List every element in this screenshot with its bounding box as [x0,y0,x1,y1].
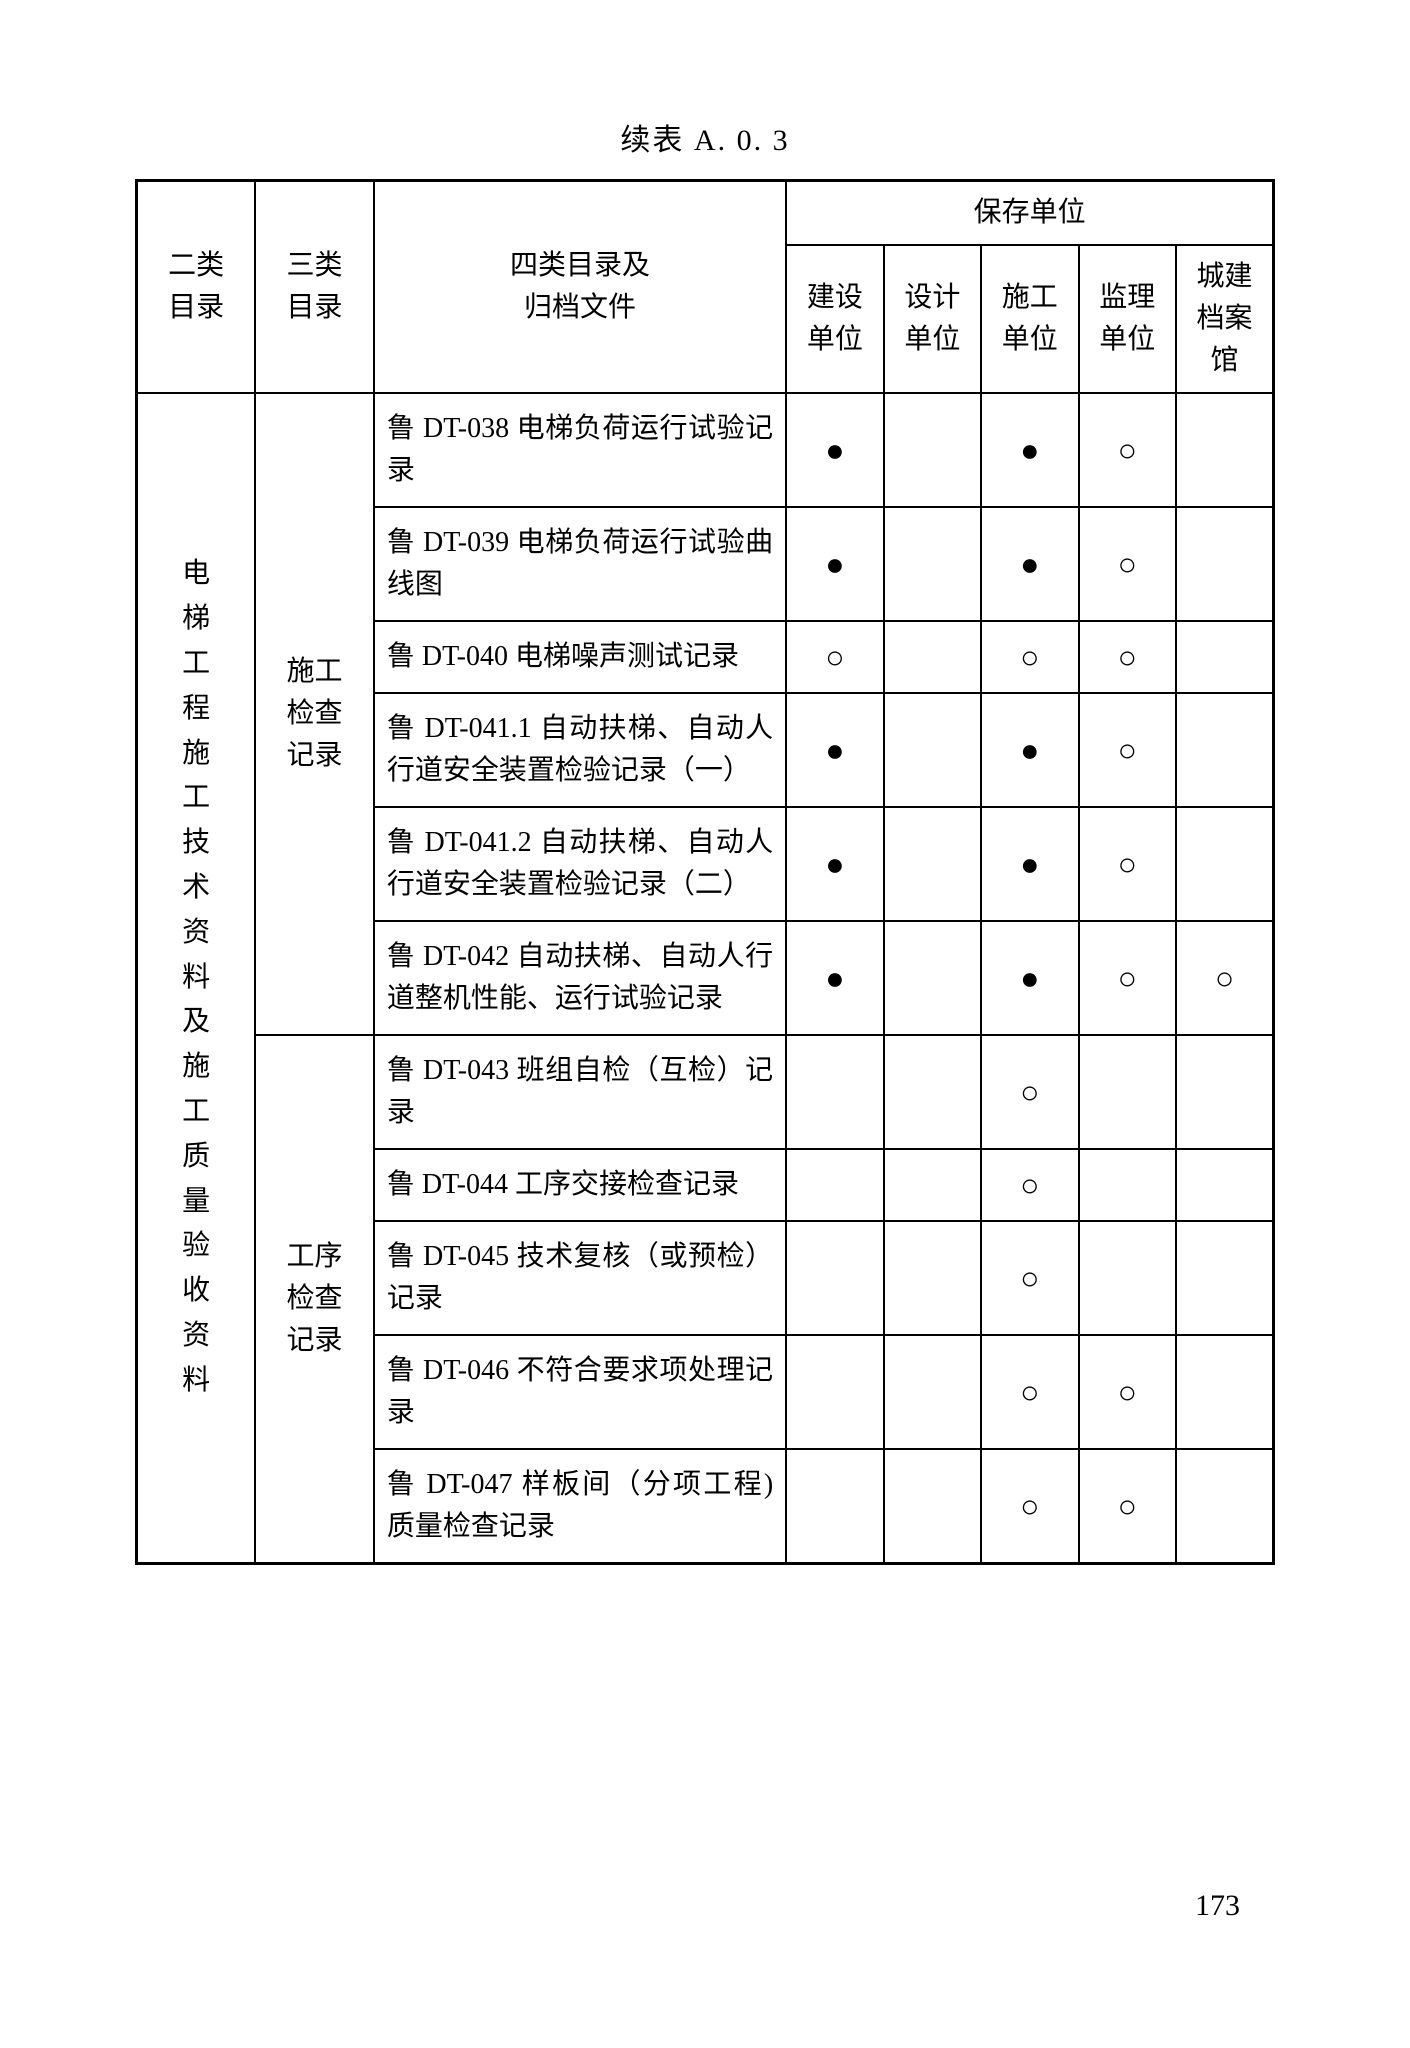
mark-cell: ○ [981,1221,1078,1335]
header-item: 四类目录及归档文件 [374,181,786,394]
item-cell: 鲁 DT-042 自动扶梯、自动人行道整机性能、运行试验记录 [374,921,786,1035]
item-cell: 鲁 DT-043 班组自检（互检）记录 [374,1035,786,1149]
cat3-label: 工序检查记录 [255,1035,374,1564]
mark-cell: ● [786,693,883,807]
item-cell: 鲁 DT-044 工序交接检查记录 [374,1149,786,1221]
mark-cell [786,1449,883,1564]
mark-cell [884,807,981,921]
table-row: 工序检查记录鲁 DT-043 班组自检（互检）记录○ [137,1035,1274,1149]
mark-cell [1079,1149,1176,1221]
mark-cell: ● [981,693,1078,807]
mark-cell: ● [981,921,1078,1035]
mark-cell: ○ [1079,393,1176,507]
mark-cell [1176,393,1274,507]
mark-cell [1079,1035,1176,1149]
item-cell: 鲁 DT-045 技术复核（或预检）记录 [374,1221,786,1335]
item-cell: 鲁 DT-041.2 自动扶梯、自动人行道安全装置检验记录（二） [374,807,786,921]
table-row: 电梯工程施工技术资料及施工质量验收资料施工检查记录鲁 DT-038 电梯负荷运行… [137,393,1274,507]
mark-cell [884,507,981,621]
mark-cell [884,921,981,1035]
mark-cell: ● [981,507,1078,621]
mark-cell [884,1035,981,1149]
item-cell: 鲁 DT-038 电梯负荷运行试验记录 [374,393,786,507]
mark-cell [1176,1221,1274,1335]
mark-cell [786,1035,883,1149]
header-unit-0: 建设单位 [786,245,883,393]
mark-cell [1176,693,1274,807]
mark-cell: ○ [981,1035,1078,1149]
table-title: 续表 A. 0. 3 [0,115,1410,159]
mark-cell: ● [981,393,1078,507]
mark-cell: ○ [786,621,883,693]
mark-cell [884,1335,981,1449]
mark-cell: ○ [1079,807,1176,921]
mark-cell: ○ [1079,1335,1176,1449]
mark-cell: ● [981,807,1078,921]
mark-cell: ○ [981,1335,1078,1449]
item-cell: 鲁 DT-040 电梯噪声测试记录 [374,621,786,693]
header-unit-2: 施工单位 [981,245,1078,393]
cat2-label: 电梯工程施工技术资料及施工质量验收资料 [137,393,256,1564]
mark-cell [884,1221,981,1335]
item-cell: 鲁 DT-046 不符合要求项处理记录 [374,1335,786,1449]
archive-table: 二类目录三类目录四类目录及归档文件保存单位建设单位设计单位施工单位监理单位城建档… [135,179,1275,1565]
mark-cell [1079,1221,1176,1335]
mark-cell [884,1449,981,1564]
mark-cell: ○ [981,1449,1078,1564]
mark-cell: ● [786,507,883,621]
mark-cell: ○ [1079,507,1176,621]
mark-cell [1176,1449,1274,1564]
item-cell: 鲁 DT-047 样板间（分项工程)质量检查记录 [374,1449,786,1564]
mark-cell [786,1149,883,1221]
mark-cell [884,693,981,807]
mark-cell: ○ [1176,921,1274,1035]
page-number: 173 [1195,1889,1240,1923]
table-container: 二类目录三类目录四类目录及归档文件保存单位建设单位设计单位施工单位监理单位城建档… [135,179,1275,1565]
mark-cell [1176,1335,1274,1449]
header-unit-4: 城建档案馆 [1176,245,1274,393]
mark-cell [1176,807,1274,921]
mark-cell: ○ [981,621,1078,693]
item-cell: 鲁 DT-041.1 自动扶梯、自动人行道安全装置检验记录（一） [374,693,786,807]
mark-cell: ● [786,807,883,921]
document-page: 续表 A. 0. 3 二类目录三类目录四类目录及归档文件保存单位建设单位设计单位… [0,0,1410,2048]
mark-cell: ● [786,393,883,507]
mark-cell [884,1149,981,1221]
mark-cell [1176,507,1274,621]
header-unit-1: 设计单位 [884,245,981,393]
header-cat2: 二类目录 [137,181,256,394]
mark-cell [786,1221,883,1335]
mark-cell [884,621,981,693]
mark-cell: ○ [1079,693,1176,807]
mark-cell [1176,1035,1274,1149]
mark-cell: ● [786,921,883,1035]
header-unit-3: 监理单位 [1079,245,1176,393]
header-storage-group: 保存单位 [786,181,1273,246]
mark-cell [1176,1149,1274,1221]
mark-cell [884,393,981,507]
mark-cell: ○ [1079,921,1176,1035]
header-cat3: 三类目录 [255,181,374,394]
mark-cell: ○ [981,1149,1078,1221]
mark-cell: ○ [1079,621,1176,693]
mark-cell [1176,621,1274,693]
cat3-label: 施工检查记录 [255,393,374,1035]
mark-cell [786,1335,883,1449]
item-cell: 鲁 DT-039 电梯负荷运行试验曲线图 [374,507,786,621]
mark-cell: ○ [1079,1449,1176,1564]
